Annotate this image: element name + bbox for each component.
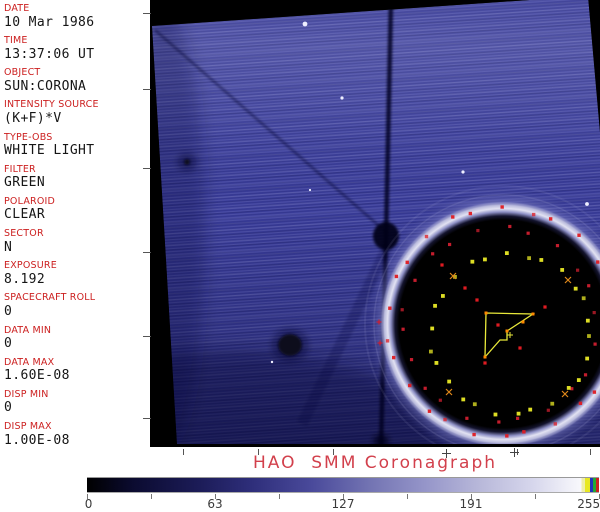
field-label: SPACECRAFT ROLL — [4, 292, 96, 304]
field-value: N — [4, 239, 13, 255]
bottom-axis-tick — [183, 449, 184, 455]
left-axis-tick — [143, 13, 151, 14]
field-value: 0 — [4, 400, 13, 416]
field-value: 1.00E-08 — [4, 432, 70, 448]
field-label: DATA MIN — [4, 324, 52, 336]
field-label: DISP MIN — [4, 388, 49, 400]
metadata-field-type-obs: TYPE-OBS WHITE LIGHT — [4, 133, 150, 158]
colorbar-tick — [407, 494, 408, 499]
field-value: 0 — [4, 303, 13, 319]
field-label: INTENSITY SOURCE — [4, 99, 99, 111]
field-value: WHITE LIGHT — [4, 143, 95, 159]
field-value: 0 — [4, 336, 13, 352]
field-label: DATA MAX — [4, 356, 55, 368]
image-viewport[interactable] — [150, 0, 600, 447]
colorbar-tick — [343, 494, 344, 499]
field-value: 8.192 — [4, 271, 46, 287]
field-label: OBJECT — [4, 67, 41, 79]
metadata-field-object: OBJECT SUN:CORONA — [4, 68, 150, 93]
colorbar-label-191: 191 — [459, 497, 483, 511]
left-axis-tick — [143, 418, 151, 419]
fiducial-plus-mark — [442, 449, 451, 458]
metadata-field-polaroid: POLAROID CLEAR — [4, 197, 150, 222]
metadata-field-disp-max: DISP MAX 1.00E-08 — [4, 422, 150, 447]
intensity-colorbar — [87, 477, 599, 493]
field-label: SECTOR — [4, 228, 44, 240]
colorbar-tick — [535, 494, 536, 499]
left-axis-tick — [143, 89, 151, 90]
colorbar-label-255: 255 — [577, 497, 600, 511]
field-value: CLEAR — [4, 207, 46, 223]
colorbar-tick — [215, 494, 216, 499]
field-label: FILTER — [4, 163, 36, 175]
colorbar-label-127: 127 — [331, 497, 355, 511]
metadata-field-date: DATE 10 Mar 1986 — [4, 4, 150, 29]
metadata-sidebar: DATE 10 Mar 1986 TIME 13:37:06 UT OBJECT SUN:… — [0, 0, 150, 447]
metadata-field-spacecraft-roll: SPACECRAFT ROLL 0 — [4, 293, 150, 318]
metadata-field-data-max: DATA MAX 1.60E-08 — [4, 358, 150, 383]
left-axis-tick — [143, 336, 151, 337]
colorbar-label-0: 0 — [84, 497, 93, 511]
left-axis-tick — [143, 252, 151, 253]
field-label: EXPOSURE — [4, 260, 57, 272]
field-label: TYPE-OBS — [4, 131, 53, 143]
fiducial-overlay — [376, 205, 600, 438]
metadata-field-disp-min: DISP MIN 0 — [4, 390, 150, 415]
left-axis-tick — [143, 168, 151, 169]
field-value: GREEN — [4, 175, 46, 191]
image-title: HAO SMM Coronagraph — [252, 453, 498, 473]
field-value: 13:37:06 UT — [4, 46, 95, 62]
colorbar-label-63: 63 — [207, 497, 223, 511]
colorbar-tick — [279, 494, 280, 499]
metadata-field-intensity-source: INTENSITY SOURCE (K+F)*V — [4, 100, 150, 125]
bottom-axis-tick — [333, 449, 334, 455]
field-label: POLAROID — [4, 195, 56, 207]
field-value: 1.60E-08 — [4, 368, 70, 384]
coronagraph-image — [150, 0, 600, 447]
colorbar-tick — [151, 494, 152, 499]
metadata-field-time: TIME 13:37:06 UT — [4, 36, 150, 61]
field-label: TIME — [4, 35, 28, 47]
bottom-axis-tick — [590, 449, 591, 455]
metadata-field-sector: SECTOR N — [4, 229, 150, 254]
field-label: DATE — [4, 3, 30, 14]
bottom-axis-tick — [258, 449, 259, 455]
metadata-field-filter: FILTER GREEN — [4, 165, 150, 190]
field-label: DISP MAX — [4, 421, 52, 433]
colorbar-tick — [87, 494, 88, 499]
field-value: 10 Mar 1986 — [4, 14, 95, 30]
colorbar-tick — [471, 494, 472, 499]
fiducial-plus-mark — [510, 448, 519, 457]
field-value: SUN:CORONA — [4, 78, 87, 94]
field-value: (K+F)*V — [4, 110, 62, 126]
metadata-field-exposure: EXPOSURE 8.192 — [4, 261, 150, 286]
metadata-field-data-min: DATA MIN 0 — [4, 326, 150, 351]
